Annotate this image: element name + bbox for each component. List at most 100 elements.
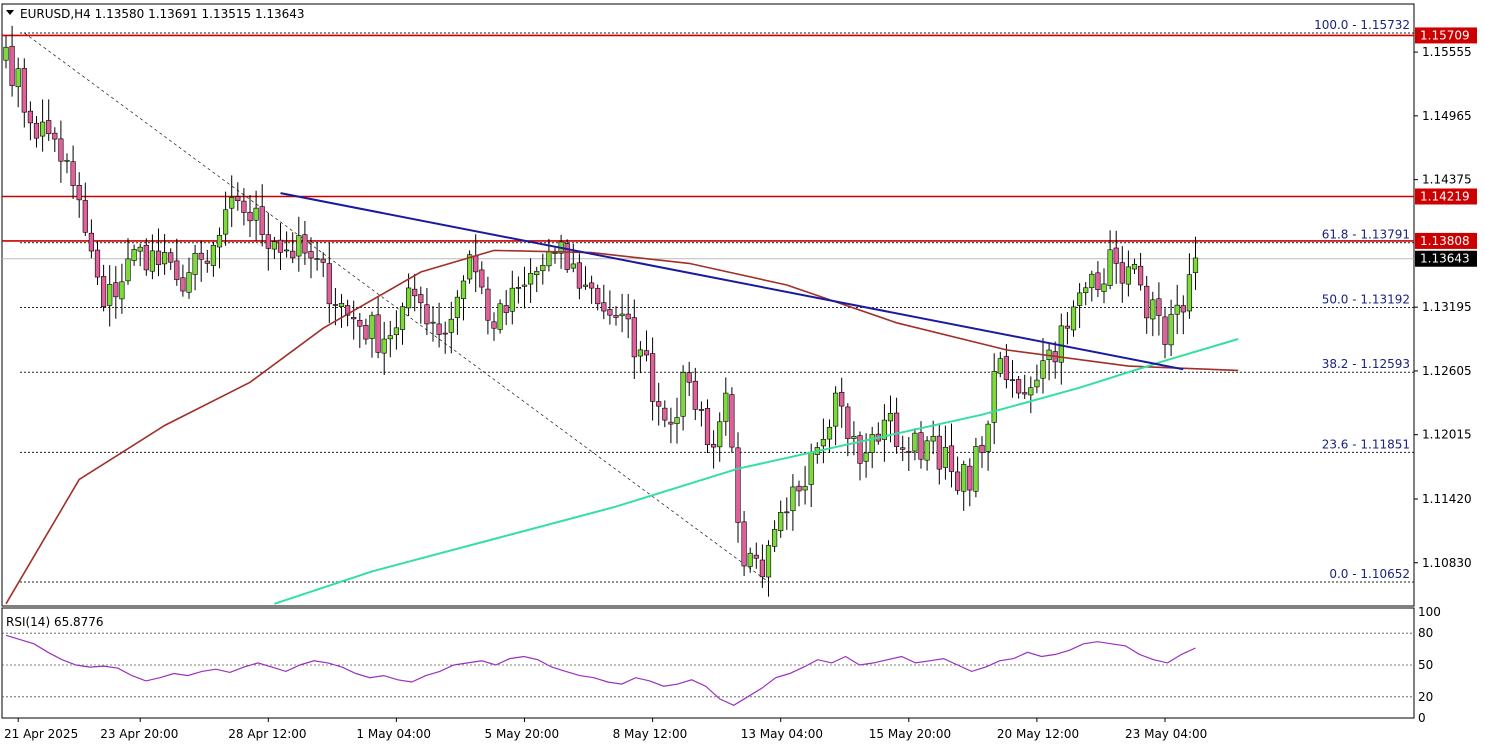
candle-body	[1138, 265, 1144, 286]
candle-body	[784, 511, 790, 514]
candle-body	[1022, 392, 1028, 395]
candle-body	[1009, 379, 1016, 382]
descending-trendline[interactable]	[280, 192, 1184, 371]
candle-body	[1034, 379, 1040, 388]
candle-body	[839, 391, 845, 407]
candle-body	[509, 287, 515, 312]
candle-body	[265, 234, 271, 249]
candle-body	[1107, 249, 1113, 286]
candle-body	[21, 68, 27, 113]
candle-body	[900, 447, 906, 450]
candle-body	[326, 263, 332, 305]
candle-body	[1144, 285, 1150, 319]
fib-level-label: 23.6 - 1.11851	[1322, 437, 1410, 451]
candle-body	[235, 196, 241, 202]
fib-level-label: 61.8 - 1.13791	[1322, 228, 1410, 242]
candle-body	[1186, 274, 1192, 312]
candle-body	[1180, 305, 1186, 313]
y-tick-label: 1.12015	[1422, 428, 1472, 442]
candle-body	[1113, 247, 1119, 264]
chevron-down-icon[interactable]	[6, 10, 14, 15]
candle-body	[491, 321, 497, 329]
candle-body	[436, 323, 442, 335]
candle-body	[387, 335, 393, 340]
candle-body	[893, 412, 900, 447]
candle-body	[961, 464, 967, 492]
y-tick-label: 1.13195	[1422, 300, 1472, 314]
candle-body	[680, 372, 686, 417]
rsi-line	[5, 634, 1196, 706]
candle-body	[869, 434, 875, 453]
candle-body	[192, 253, 198, 275]
candle-body	[253, 207, 259, 221]
candle-body	[857, 435, 863, 464]
candle-body	[198, 252, 204, 260]
candle-body	[1174, 304, 1180, 315]
rsi-tick-label: 0	[1418, 711, 1426, 725]
candle-body	[576, 262, 582, 289]
candle-body	[1040, 360, 1046, 379]
candle-body	[802, 486, 808, 491]
price-tag	[1415, 27, 1477, 44]
y-tick-label: 1.10830	[1422, 556, 1472, 570]
candle-body	[113, 282, 119, 298]
x-tick-label: 23 Apr 20:00	[100, 727, 178, 741]
candle-body	[430, 321, 436, 324]
x-tick-label: 15 May 20:00	[869, 727, 951, 741]
candle-body	[1003, 356, 1009, 381]
candle-body	[887, 413, 894, 422]
candle-body	[381, 338, 387, 354]
candle-body	[637, 349, 643, 357]
candle-body	[442, 332, 448, 335]
x-tick-label: 28 Apr 12:00	[228, 727, 306, 741]
candle-body	[1077, 292, 1083, 306]
candle-body	[564, 243, 570, 270]
candle-body	[1095, 272, 1101, 290]
candle-body	[424, 304, 430, 325]
candle-body	[582, 284, 589, 287]
candle-body	[656, 401, 662, 407]
candle-body	[338, 303, 345, 307]
candle-body	[723, 392, 729, 422]
candle-body	[747, 552, 753, 567]
candle-body	[33, 122, 40, 139]
main-pane-frame	[1, 3, 1415, 607]
candle-body	[454, 296, 461, 318]
candle-body	[290, 250, 296, 259]
candle-body	[1101, 283, 1107, 292]
moving-average-slow	[5, 249, 1239, 605]
candle-body	[70, 161, 76, 186]
candle-body	[412, 288, 418, 297]
candle-body	[155, 250, 162, 265]
candle-body	[223, 209, 229, 235]
candle-body	[479, 269, 485, 288]
candle-body	[277, 239, 284, 253]
candle-body	[930, 436, 936, 442]
candle-body	[1028, 387, 1034, 396]
candle-body	[717, 421, 723, 448]
price-tag-label: 1.13808	[1420, 234, 1470, 248]
price-tag-label: 1.14219	[1420, 189, 1470, 203]
x-tick-label: 5 May 20:00	[485, 727, 560, 741]
candle-body	[753, 554, 759, 559]
candle-body	[94, 249, 101, 278]
y-tick-label: 1.15555	[1422, 45, 1472, 59]
rsi-tick-label: 20	[1418, 690, 1433, 704]
candle-body	[332, 304, 339, 306]
candle-body	[162, 252, 168, 265]
candle-body	[906, 450, 912, 453]
y-tick-label: 1.11420	[1422, 492, 1472, 506]
candle-body	[534, 271, 540, 276]
candle-body	[710, 443, 717, 448]
candle-body	[954, 471, 961, 491]
candle-body	[320, 258, 326, 263]
rsi-header: RSI(14) 65.8776	[6, 615, 104, 629]
candle-body	[820, 439, 826, 447]
candle-body	[741, 521, 747, 567]
candle-body	[137, 246, 143, 252]
candle-body	[704, 408, 711, 446]
candle-body	[649, 353, 656, 402]
candle-body	[216, 235, 223, 248]
candle-body	[302, 234, 308, 254]
